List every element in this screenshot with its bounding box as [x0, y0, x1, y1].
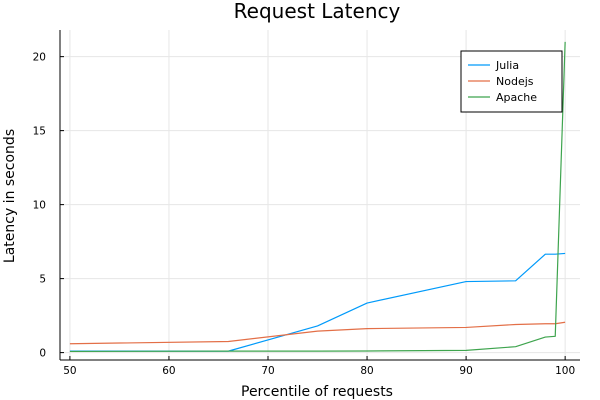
y-tick-label: 0 — [39, 348, 46, 360]
x-tick-label: 50 — [63, 365, 76, 377]
legend-label-apache: Apache — [496, 91, 537, 104]
x-tick-label: 70 — [261, 365, 274, 377]
x-tick-label: 100 — [555, 365, 575, 377]
series-line-julia — [69, 252, 566, 352]
legend-label-julia: Julia — [495, 59, 519, 72]
x-tick-label: 90 — [459, 365, 472, 377]
tick-layer: 50 60 70 80 90 100 0 5 10 15 20 — [33, 52, 576, 377]
legend-label-nodejs: Nodejs — [496, 75, 534, 88]
series-layer — [69, 41, 566, 353]
y-tick-label: 5 — [39, 274, 46, 286]
y-tick-label: 10 — [33, 200, 46, 212]
series-line-nodejs — [69, 321, 566, 345]
y-tick-label: 15 — [33, 126, 46, 138]
x-tick-label: 60 — [162, 365, 175, 377]
legend: Julia Nodejs Apache — [460, 50, 563, 113]
axis-layer — [59, 30, 580, 361]
x-tick-label: 80 — [360, 365, 373, 377]
x-axis-title: Percentile of requests — [241, 384, 393, 400]
y-tick-label: 20 — [33, 52, 46, 64]
y-axis-title: Latency in seconds — [2, 129, 18, 263]
legend-items: Julia Nodejs Apache — [468, 59, 537, 104]
chart-title: Request Latency — [234, 0, 401, 23]
series-line-apache — [69, 41, 566, 353]
grid-layer — [60, 30, 580, 360]
